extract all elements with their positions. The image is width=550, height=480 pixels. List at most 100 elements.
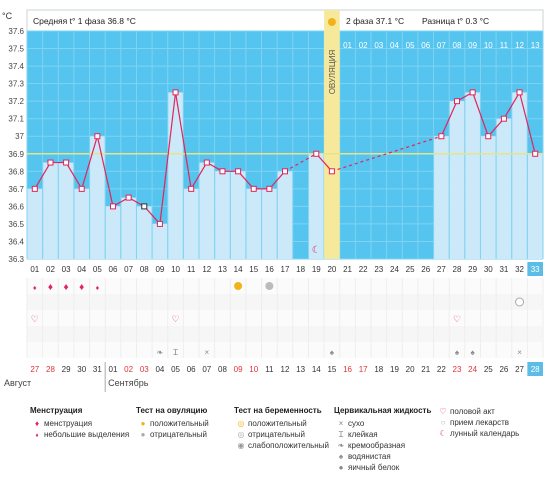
- cycle-day-label: 13: [218, 265, 227, 274]
- date-label: 06: [187, 365, 196, 374]
- date-label: 30: [77, 365, 86, 374]
- legend-menstruation: Менструация ♦ менструация ♦ небольшие выде…: [30, 406, 129, 440]
- moon-icon: ☾: [439, 429, 447, 438]
- cycle-day-label: 23: [374, 265, 383, 274]
- temperature-line: [81, 136, 98, 190]
- marker-row: [27, 326, 543, 342]
- phase2-day-label: 08: [453, 41, 462, 50]
- y-tick-label: 36.6: [8, 202, 24, 211]
- y-tick-label: 37.5: [8, 45, 24, 54]
- cycle-day-label: 25: [406, 265, 415, 274]
- temperature-point: [266, 185, 273, 192]
- cycle-day-label: 18: [296, 265, 305, 274]
- date-label: 31: [93, 365, 102, 374]
- test-weak-icon: ◉: [237, 441, 245, 450]
- sun-negative-icon: ●: [140, 430, 146, 439]
- temperature-bar: [449, 101, 465, 260]
- cycle-day-label: 32: [515, 265, 524, 274]
- heart-icon: ♡: [172, 314, 180, 324]
- temperature-point: [63, 159, 70, 166]
- date-label: 03: [140, 365, 149, 374]
- legend-title-pregnancy-test: Тест на беременность: [234, 406, 322, 415]
- cycle-day-label: 06: [109, 265, 118, 274]
- y-tick-label: 37.6: [8, 27, 24, 36]
- y-tick-label: 37.2: [8, 97, 24, 106]
- moon-icon: ☾: [312, 245, 321, 256]
- sun-negative-icon: [265, 282, 274, 290]
- legend-item-label: сухо: [348, 419, 365, 428]
- cycle-day-label: 02: [46, 265, 55, 274]
- temperature-line: [174, 92, 192, 189]
- legend-item: ○ прием лекарств: [436, 417, 519, 428]
- cycle-day-label: 15: [249, 265, 258, 274]
- heart-icon: ♡: [453, 314, 461, 324]
- cycle-day-label: 14: [234, 265, 243, 274]
- date-label: 26: [499, 365, 508, 374]
- ovulation-label: ОВУЛЯЦИЯ: [328, 49, 337, 94]
- phase2-day-label: 07: [437, 41, 446, 50]
- legend-item-label: положительный: [150, 419, 209, 428]
- date-label: 25: [484, 365, 493, 374]
- temperature-bar: [308, 153, 324, 259]
- temperature-point: [219, 168, 226, 175]
- date-label: 07: [202, 365, 211, 374]
- legend-item-label: водянистая: [348, 452, 391, 461]
- y-tick-label: 36.5: [8, 220, 24, 229]
- temperature-bar: [136, 206, 152, 259]
- cycle-day-label: 01: [30, 265, 39, 274]
- drop-light-icon: ♦: [96, 285, 100, 292]
- temperature-bar: [434, 136, 449, 259]
- legend-item-label: отрицательный: [150, 430, 207, 439]
- temperature-bar: [58, 162, 74, 259]
- legend-item-label: яичный белок: [348, 463, 400, 472]
- cycle-day-label: 11: [187, 265, 196, 274]
- drop-light-icon: ♦: [35, 433, 39, 439]
- today-highlight: [527, 262, 543, 276]
- sun-positive-icon: ●: [140, 419, 146, 428]
- marker-row: [27, 310, 543, 326]
- cycle-day-label: 31: [499, 265, 508, 274]
- temperature-bar: [105, 206, 121, 259]
- temperature-bar: [465, 92, 480, 259]
- pill-icon: ○: [440, 418, 446, 427]
- temperature-point: [172, 89, 179, 96]
- date-label: 12: [281, 365, 290, 374]
- temperature-point: [438, 133, 445, 140]
- temperature-point: [156, 220, 163, 227]
- cycle-day-label: 26: [421, 265, 430, 274]
- temperature-point: [485, 133, 492, 140]
- unit-label: °C: [2, 11, 13, 21]
- cycle-day-label: 05: [93, 265, 102, 274]
- cycle-day-label: 30: [484, 265, 493, 274]
- legend-pregnancy-test: Тест на беременность ◎ положительный ◎ отр…: [234, 406, 329, 451]
- temperature-line: [190, 162, 208, 190]
- drop-light-icon: ♦: [33, 285, 37, 292]
- date-label: 13: [296, 365, 305, 374]
- test-negative-icon: ◎: [237, 430, 245, 439]
- temperature-bar: [183, 188, 199, 259]
- temperature-point: [31, 185, 38, 192]
- temperature-bar: [496, 118, 512, 259]
- date-label: 17: [359, 365, 368, 374]
- legend-item: ● положительный: [136, 418, 209, 429]
- legend-item: ☾ лунный календарь: [436, 428, 519, 439]
- creamy-icon: ❧: [157, 348, 164, 357]
- dry-icon: ×: [338, 419, 344, 428]
- cycle-day-label: 07: [124, 265, 133, 274]
- legend-item: ● отрицательный: [136, 429, 209, 440]
- legend-item: ❧ кремообразная: [334, 440, 431, 451]
- cycle-day-label: 20: [327, 265, 336, 274]
- date-label: 21: [421, 365, 430, 374]
- legend-item-label: прием лекарств: [450, 418, 510, 427]
- temperature-bar: [43, 162, 58, 259]
- test-negative-icon: [515, 297, 525, 307]
- egg-white-icon: ●: [338, 463, 344, 472]
- heart-icon: ♡: [439, 407, 447, 416]
- date-label: 14: [312, 365, 321, 374]
- temperature-chart: °C Средняя t° 1 фаза 36.8 °C 2 фаза 37.1 °…: [2, 9, 544, 392]
- cycle-day-label: 27: [437, 265, 446, 274]
- watery-icon: ♠: [455, 348, 460, 357]
- date-label: 29: [62, 365, 71, 374]
- cycle-day-label: 33: [531, 265, 540, 274]
